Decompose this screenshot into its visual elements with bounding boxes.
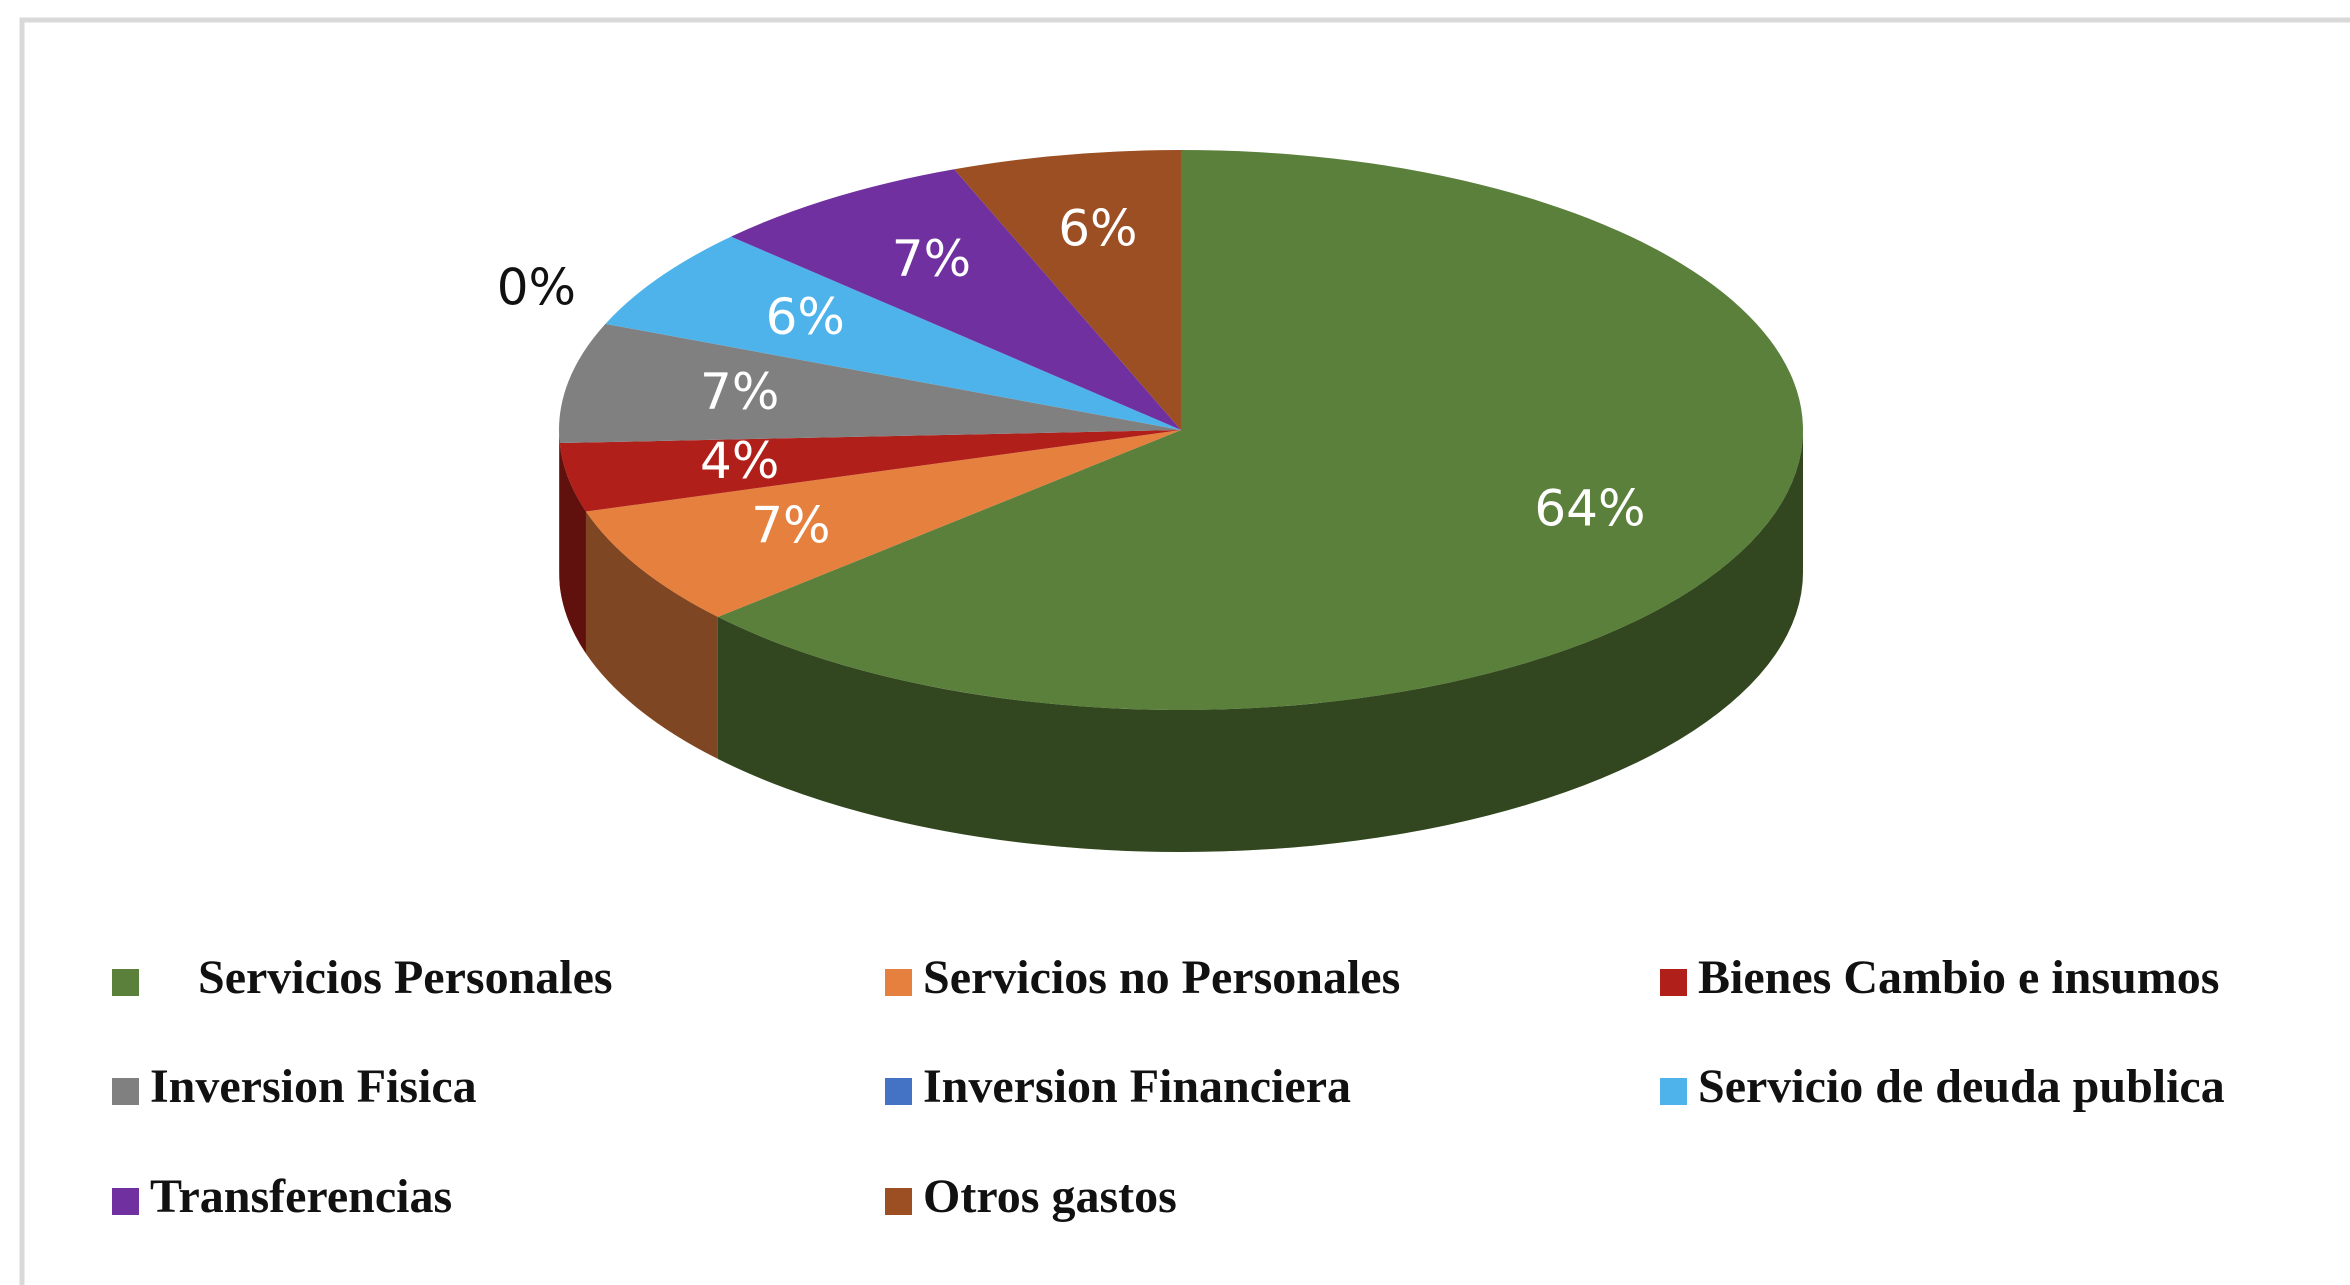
legend-swatch <box>885 969 912 996</box>
legend-label: Servicios no Personales <box>923 951 1400 1004</box>
slice-side-shade <box>717 430 1803 853</box>
slice-side-shade <box>559 430 560 586</box>
data-label: 4% <box>700 432 779 490</box>
data-label: 6% <box>1058 199 1137 257</box>
data-label: 7% <box>892 230 971 288</box>
slice <box>717 150 1803 710</box>
slice-side <box>585 511 718 759</box>
slice <box>731 169 1181 430</box>
slice-side-shade <box>585 511 718 759</box>
legend-swatch <box>885 1188 912 1215</box>
legend-label: Inversion Financiera <box>923 1060 1351 1113</box>
slice <box>585 430 1181 617</box>
legend-swatch <box>1660 969 1687 996</box>
legend-label: Transferencias <box>150 1170 452 1223</box>
slice <box>559 430 1181 512</box>
data-label: 7% <box>751 496 830 554</box>
legend-label: Bienes Cambio e insumos <box>1698 951 2219 1004</box>
chart-frame <box>19 17 2350 1285</box>
legend-label: Otros gastos <box>923 1170 1177 1223</box>
slice <box>605 236 1181 430</box>
data-label: 6% <box>766 288 845 346</box>
legend-label: Servicios Personales <box>198 951 613 1004</box>
legend-swatch <box>112 969 139 996</box>
legend-swatch <box>885 1078 912 1105</box>
legend-swatch <box>112 1188 139 1215</box>
data-label: 64% <box>1534 480 1645 538</box>
slice-side <box>559 430 560 586</box>
slice-side <box>559 443 586 654</box>
legend-swatch <box>1660 1078 1687 1105</box>
legend-label: Inversion Fisica <box>150 1060 477 1113</box>
data-label: 7% <box>700 363 779 421</box>
data-label: 0% <box>497 259 576 317</box>
slice <box>954 150 1181 430</box>
slice-side <box>717 430 1803 853</box>
slice <box>559 323 1181 444</box>
slice-side-shade <box>559 443 586 654</box>
legend-label: Servicio de deuda publica <box>1698 1060 2225 1113</box>
legend-swatch <box>112 1078 139 1105</box>
